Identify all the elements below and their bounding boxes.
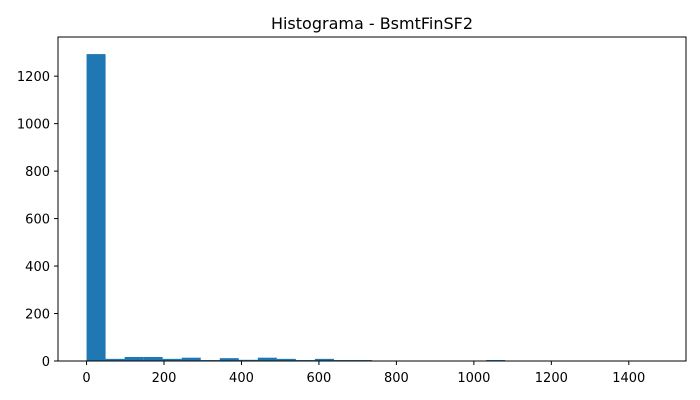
histogram-bar (314, 358, 334, 361)
y-tick-label: 1200 (17, 70, 50, 85)
x-tick-label: 600 (307, 371, 332, 386)
y-tick-label: 0 (42, 355, 50, 370)
y-tick-label: 1000 (17, 118, 50, 133)
y-axis-ticks: 0 200 400 600 800 1000 1200 (17, 70, 58, 370)
x-tick-label: 1000 (457, 371, 490, 386)
x-tick-label: 200 (152, 371, 177, 386)
histogram-bar (124, 356, 144, 361)
chart-title: Histograma - BsmtFinSF2 (271, 14, 473, 33)
histogram-bar (143, 356, 163, 361)
y-tick-label: 400 (25, 260, 50, 275)
histogram-bar (257, 357, 277, 361)
histogram-bar (162, 358, 182, 361)
histogram-bar (276, 358, 296, 361)
histogram-bar (181, 357, 201, 361)
plot-area-frame (57, 36, 687, 362)
x-tick-label: 1200 (535, 371, 568, 386)
histogram-bar (105, 358, 125, 361)
histogram-bar (86, 54, 106, 362)
x-tick-label: 400 (229, 371, 254, 386)
y-tick-label: 800 (25, 165, 50, 180)
y-tick-label: 600 (25, 213, 50, 228)
x-axis-ticks: 0 200 400 600 800 1000 1200 1400 (82, 361, 645, 386)
x-tick-label: 800 (384, 371, 409, 386)
x-tick-label: 1400 (612, 371, 645, 386)
histogram-bar (238, 359, 258, 361)
histogram-bar (219, 358, 239, 361)
x-tick-label: 0 (82, 371, 90, 386)
y-tick-label: 200 (25, 308, 50, 323)
